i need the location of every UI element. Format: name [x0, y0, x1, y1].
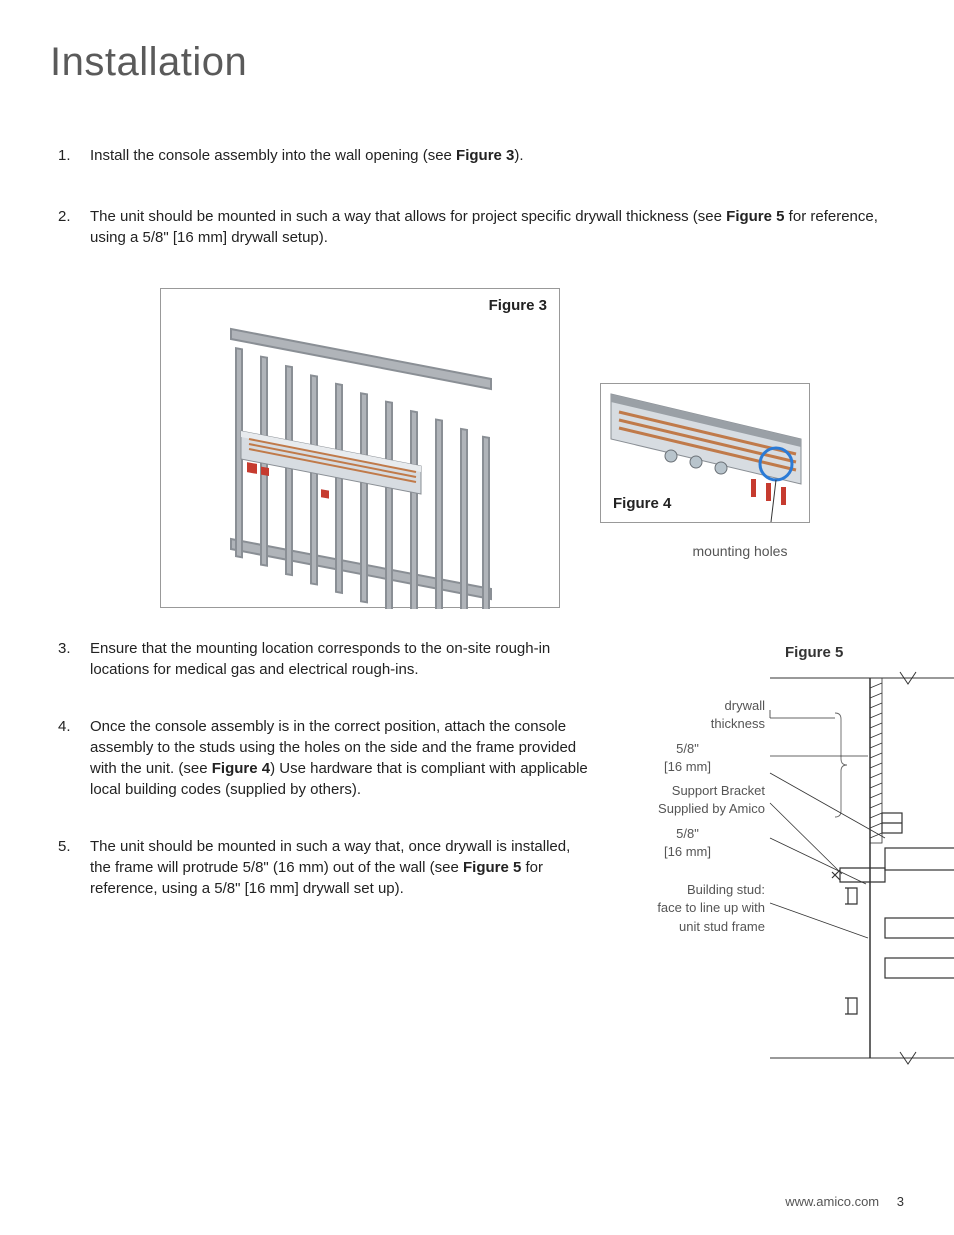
- step-2-text-pre: The unit should be mounted in such a way…: [90, 208, 726, 225]
- step-3-text: Ensure that the mounting location corres…: [90, 640, 550, 678]
- step-3: Ensure that the mounting location corres…: [50, 638, 590, 680]
- figure-3-illustration: [161, 289, 561, 609]
- step-1-figure-ref: Figure 3: [456, 147, 514, 164]
- figure-4-wrap: Figure 4: [600, 383, 810, 559]
- figure-4-label: Figure 4: [609, 493, 675, 514]
- step-5-figure-ref: Figure 5: [463, 859, 521, 876]
- step-1-text-post: ).: [514, 147, 523, 164]
- figures-row: Figure 3: [160, 288, 904, 608]
- step-5: The unit should be mounted in such a way…: [50, 836, 590, 899]
- figure-4-caption: mounting holes: [670, 543, 810, 559]
- step-4-figure-ref: Figure 4: [212, 760, 270, 777]
- figure-3: Figure 3: [160, 288, 560, 608]
- figure-5-illustration: [670, 638, 954, 1068]
- step-4: Once the console assembly is in the corr…: [50, 716, 590, 800]
- figure-4: Figure 4: [600, 383, 810, 523]
- figure-3-label: Figure 3: [485, 295, 551, 316]
- footer-url: www.amico.com: [785, 1194, 879, 1209]
- page-title: Installation: [50, 40, 904, 85]
- step-2-figure-ref: Figure 5: [726, 208, 784, 225]
- page-number: 3: [897, 1194, 904, 1209]
- step-2: The unit should be mounted in such a way…: [50, 206, 904, 248]
- figure-5: Figure 5 drywall thickness 5/8" [16 mm] …: [610, 638, 904, 1068]
- lower-section: Ensure that the mounting location corres…: [50, 638, 904, 1068]
- step-1-text-pre: Install the console assembly into the wa…: [90, 147, 456, 164]
- page-footer: www.amico.com 3: [785, 1194, 904, 1209]
- step-1: Install the console assembly into the wa…: [50, 145, 904, 166]
